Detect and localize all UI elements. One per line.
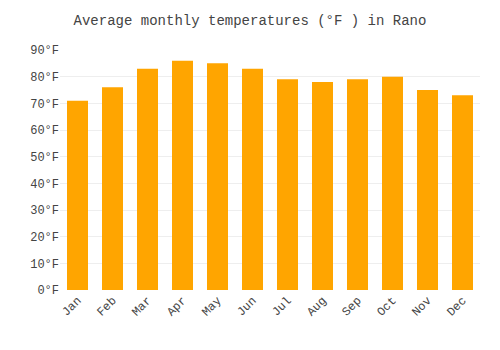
svg-text:Oct: Oct: [374, 294, 399, 319]
svg-text:Jun: Jun: [234, 294, 259, 319]
svg-text:30°F: 30°F: [30, 204, 59, 218]
svg-text:Nov: Nov: [409, 294, 434, 319]
svg-text:20°F: 20°F: [30, 231, 59, 245]
svg-text:Mar: Mar: [129, 294, 154, 319]
svg-text:80°F: 80°F: [30, 71, 59, 85]
svg-text:Jul: Jul: [269, 294, 294, 319]
svg-text:60°F: 60°F: [30, 124, 59, 138]
svg-text:Jan: Jan: [59, 294, 84, 319]
svg-text:40°F: 40°F: [30, 178, 59, 192]
svg-text:10°F: 10°F: [30, 258, 59, 272]
svg-text:May: May: [199, 294, 224, 319]
svg-text:Dec: Dec: [444, 294, 469, 319]
svg-text:Sep: Sep: [339, 294, 364, 319]
svg-text:90°F: 90°F: [30, 44, 59, 58]
svg-text:Feb: Feb: [94, 294, 119, 319]
svg-text:0°F: 0°F: [37, 284, 59, 298]
svg-text:Apr: Apr: [164, 294, 189, 319]
svg-text:70°F: 70°F: [30, 98, 59, 112]
svg-text:Average monthly temperatures (: Average monthly temperatures (°F ) in Ra…: [74, 13, 427, 29]
svg-text:50°F: 50°F: [30, 151, 59, 165]
svg-text:Aug: Aug: [304, 294, 329, 319]
